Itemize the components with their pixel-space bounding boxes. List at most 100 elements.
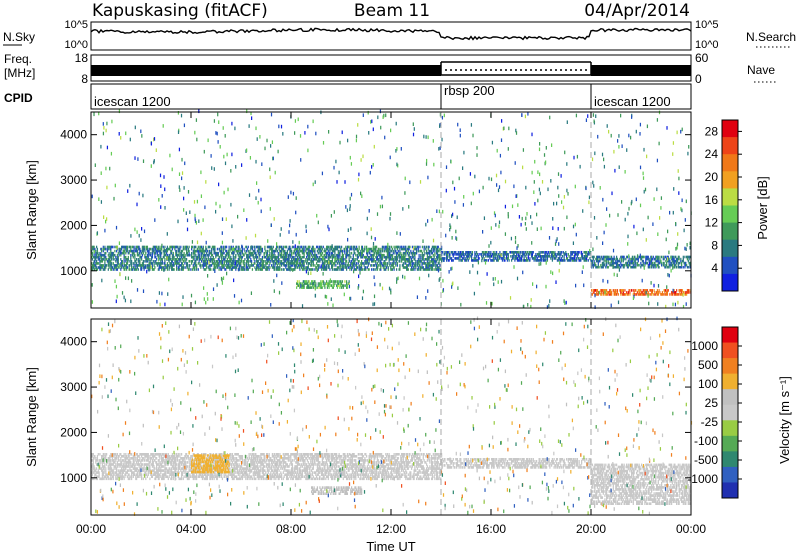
power-cell (203, 258, 205, 261)
power-cell (311, 260, 314, 263)
power-cell (461, 253, 463, 256)
power-cell (114, 249, 116, 253)
power-cell (277, 255, 279, 259)
power-cell (312, 264, 314, 267)
power-cell (343, 247, 345, 251)
power-cell (142, 159, 145, 163)
power-cell (258, 258, 260, 261)
power-cell (123, 249, 125, 253)
power-cell (384, 268, 386, 271)
power-cell (164, 253, 166, 257)
power-cell (461, 255, 463, 258)
power-cell (327, 302, 329, 306)
power-cell (163, 251, 165, 255)
power-cell (341, 280, 344, 283)
power-cell (260, 268, 262, 271)
power-cell (372, 255, 374, 259)
power-cell (545, 160, 547, 165)
power-cell (211, 166, 213, 170)
power-cell (91, 255, 93, 259)
power-cell (208, 245, 210, 249)
power-cell (234, 126, 236, 131)
power-cell (351, 258, 354, 261)
power-cell (400, 245, 402, 249)
power-cell (351, 251, 353, 255)
power-cell (299, 255, 301, 259)
power-cell (527, 303, 529, 307)
power-cell (666, 257, 669, 261)
power-cell (296, 280, 299, 283)
power-cell (276, 245, 279, 249)
power-cell (348, 280, 350, 283)
power-cell (460, 302, 462, 307)
power-cell (156, 299, 158, 304)
power-cell (379, 253, 381, 257)
power-cell (101, 253, 104, 257)
power-cell (227, 249, 229, 253)
power-cell (376, 255, 379, 259)
power-cell (307, 249, 309, 253)
power-cell (561, 200, 563, 204)
power-cell (536, 212, 538, 217)
power-cell (176, 251, 178, 255)
power-cell (385, 262, 387, 265)
power-cell (386, 245, 389, 249)
power-cell (125, 251, 127, 255)
power-cell (107, 260, 109, 263)
power-cell (377, 253, 379, 257)
power-cell (324, 247, 326, 251)
power-cell (399, 232, 401, 236)
power-cell (354, 260, 356, 263)
power-cell (325, 249, 327, 253)
power-cell (441, 259, 443, 262)
power-cell (136, 249, 138, 253)
power-cell (370, 227, 372, 231)
power-cell (432, 245, 434, 249)
power-cell (104, 264, 106, 267)
power-cell (656, 187, 658, 192)
power-cell (422, 255, 424, 259)
power-cell (376, 212, 379, 216)
power-cell (196, 137, 198, 142)
power-cell (283, 268, 285, 271)
power-cell (261, 249, 264, 253)
power-cell (657, 232, 659, 236)
power-cell (141, 249, 144, 253)
power-cell (289, 223, 291, 228)
power-cell (401, 260, 403, 263)
power-cell (296, 258, 298, 261)
power-cell (108, 258, 110, 261)
power-cell (116, 260, 119, 263)
power-cell (627, 242, 629, 246)
power-cell (618, 134, 620, 138)
power-cell (238, 266, 240, 269)
power-cell (331, 255, 334, 259)
power-cell (402, 274, 404, 279)
power-cell (453, 253, 455, 256)
power-cell (254, 249, 256, 253)
power-cell (381, 262, 383, 265)
power-cell (126, 264, 128, 267)
power-cell (533, 180, 535, 184)
power-cell (490, 251, 492, 254)
power-cell (241, 244, 243, 249)
power-cell (152, 268, 154, 271)
power-cell (106, 260, 109, 263)
power-cell (244, 264, 246, 267)
power-cell (293, 268, 295, 271)
power-cell (314, 247, 316, 251)
power-cell (140, 266, 142, 269)
power-cell (184, 245, 186, 249)
power-cell (377, 264, 379, 267)
power-cell (268, 255, 270, 259)
power-cell (332, 262, 334, 265)
power-cell (164, 264, 166, 267)
power-cell (231, 121, 233, 126)
power-cell (138, 264, 140, 267)
power-cell (556, 201, 558, 206)
power-cell (431, 258, 433, 261)
power-cell (361, 253, 364, 257)
power-cell (421, 262, 423, 266)
power-cell (194, 258, 196, 261)
power-cell (264, 247, 266, 251)
